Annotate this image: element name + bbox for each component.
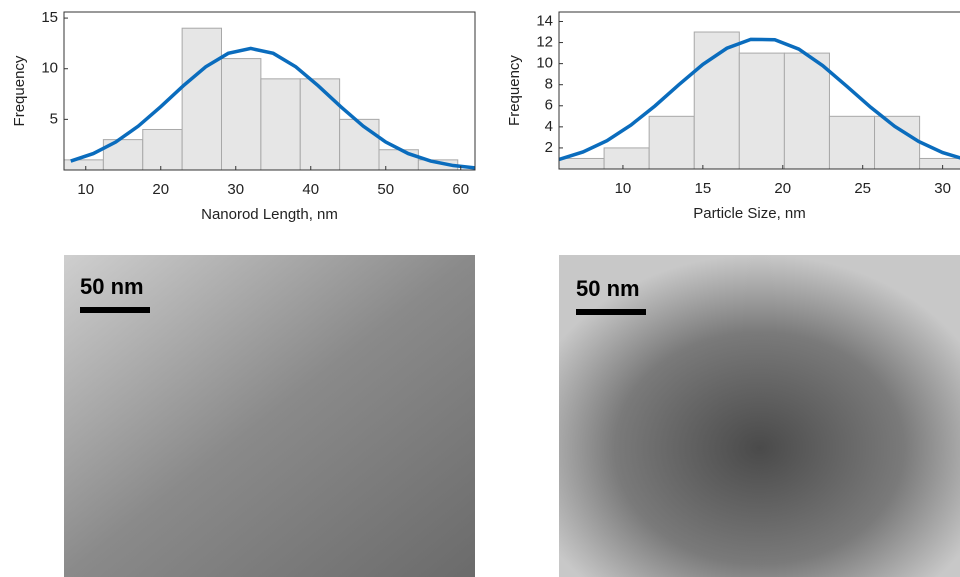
- y-tick-label: 5: [50, 110, 58, 127]
- x-tick-label: 20: [152, 181, 169, 198]
- bar: [649, 116, 694, 169]
- x-axis-label: Nanorod Length, nm: [201, 206, 338, 223]
- bar: [143, 129, 182, 170]
- bar: [559, 158, 604, 169]
- scale-bar-label: 50 nm: [80, 274, 144, 299]
- bar: [64, 160, 103, 170]
- scale-bar: [80, 307, 150, 313]
- bar: [379, 150, 418, 170]
- x-tick-label: 15: [695, 180, 712, 197]
- bar: [604, 148, 649, 169]
- tem-image: [64, 255, 475, 577]
- x-tick-label: 10: [77, 181, 94, 198]
- scale-bar-label: 50 nm: [576, 276, 640, 301]
- bar: [784, 53, 829, 169]
- bar: [875, 116, 920, 169]
- bar: [261, 79, 300, 170]
- bar: [340, 119, 379, 170]
- bar: [694, 32, 739, 169]
- x-axis-label: Particle Size, nm: [693, 205, 806, 222]
- y-axis-label: Frequency: [506, 55, 523, 126]
- plot-area: [559, 32, 960, 169]
- x-tick-label: 20: [774, 180, 791, 197]
- y-tick-label: 10: [536, 55, 553, 72]
- y-tick-label: 2: [545, 139, 553, 156]
- bar: [222, 59, 261, 170]
- y-tick-label: 14: [536, 12, 553, 29]
- y-tick-label: 8: [545, 76, 553, 93]
- tem-image: [559, 255, 960, 577]
- y-tick-label: 15: [41, 9, 58, 26]
- bar: [300, 79, 339, 170]
- y-axis-label: Frequency: [11, 55, 28, 126]
- x-tick-label: 25: [854, 180, 871, 197]
- x-tick-label: 30: [934, 180, 951, 197]
- bar: [182, 28, 221, 170]
- bar: [829, 116, 874, 169]
- x-tick-label: 30: [227, 181, 244, 198]
- y-tick-label: 4: [545, 118, 553, 135]
- bar: [739, 53, 784, 169]
- bar: [920, 158, 960, 169]
- x-tick-label: 50: [377, 181, 394, 198]
- y-tick-label: 6: [545, 97, 553, 114]
- x-tick-label: 60: [452, 181, 469, 198]
- y-tick-label: 10: [41, 60, 58, 77]
- plot-area: [64, 28, 476, 170]
- y-tick-label: 12: [536, 34, 553, 51]
- x-tick-label: 40: [302, 181, 319, 198]
- figure: 50 nm 50 nm 10 20 30 40 50 60 5 10 15 Nanorod Len…: [0, 0, 960, 577]
- x-tick-label: 10: [615, 180, 632, 197]
- scale-bar: [576, 309, 646, 315]
